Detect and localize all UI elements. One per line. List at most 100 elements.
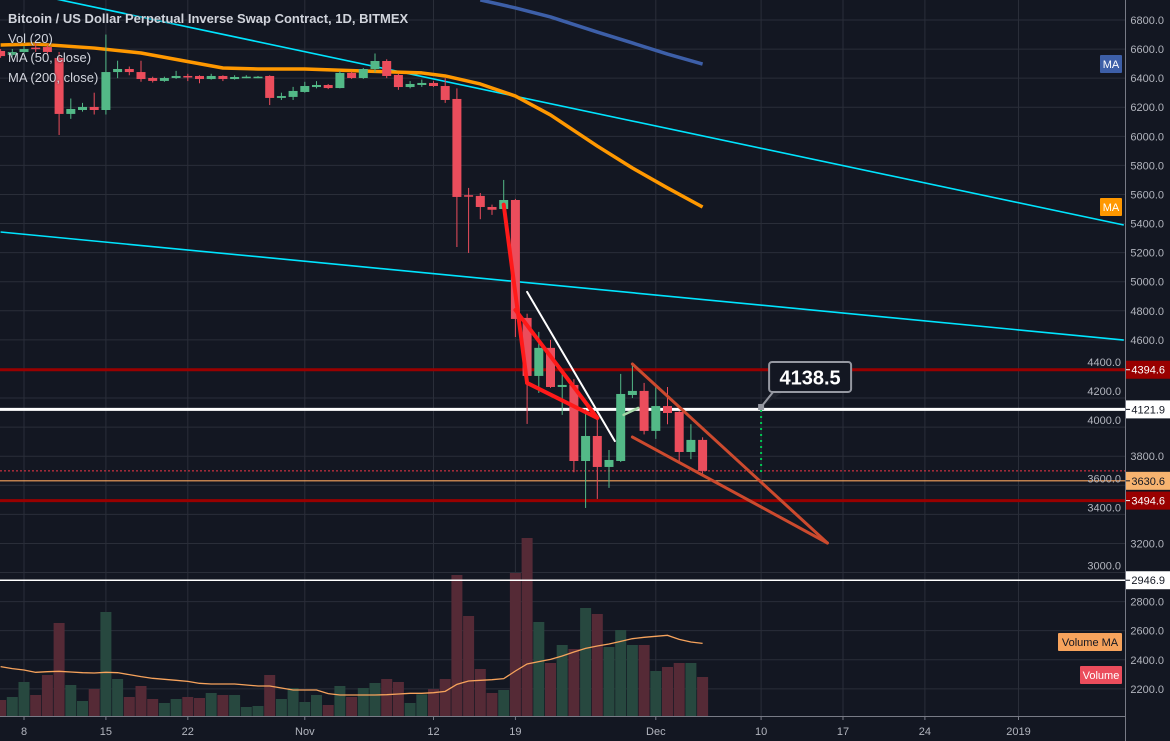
candle-body <box>7 51 17 56</box>
y-tick-label: 2400.0 <box>1130 655 1164 667</box>
price-level-label: 4394.6 <box>1131 365 1165 377</box>
volume-bar <box>194 698 205 716</box>
candle-body <box>604 459 614 467</box>
y-tick-label: 3600.0 <box>1087 473 1121 485</box>
y-tick-label: 5000.0 <box>1130 277 1164 289</box>
candle-body <box>347 72 357 79</box>
callout-anchor-handle[interactable] <box>758 403 765 410</box>
x-tick-label: 2019 <box>1006 726 1030 738</box>
candle-body <box>218 75 228 80</box>
y-tick-label: 2600.0 <box>1130 626 1164 638</box>
volume-bar <box>77 701 88 716</box>
volume-bar <box>697 677 709 716</box>
drawings[interactable] <box>501 202 829 545</box>
volume-bar <box>404 703 416 716</box>
volume-bar <box>392 682 404 716</box>
volume-bar <box>53 623 65 716</box>
volume-bar <box>123 697 135 716</box>
volume-bar <box>463 616 475 716</box>
trendline[interactable] <box>1 0 1124 226</box>
drawing-zigzag-line[interactable] <box>513 307 600 420</box>
volume-bar <box>30 695 42 716</box>
volume-bar <box>346 697 358 716</box>
x-tick-label: Dec <box>646 726 666 738</box>
candle-body <box>464 195 474 197</box>
volume-bar <box>509 573 521 716</box>
candle-body <box>581 435 591 461</box>
volume-ma-badge-label: Volume MA <box>1062 637 1119 649</box>
y-tick-label: 6800.0 <box>1130 15 1164 27</box>
ma50-badge <box>1100 197 1122 216</box>
volume-bar <box>6 697 18 716</box>
candle-body <box>148 78 158 81</box>
ma200-badge-label: MA <box>1103 59 1120 71</box>
plot-area[interactable]: 4138.5 <box>0 0 1125 716</box>
candle-body <box>616 393 626 461</box>
y-tick-label: 3200.0 <box>1130 538 1164 550</box>
moving-averages <box>0 0 704 209</box>
y-tick-label: 4000.0 <box>1087 415 1121 427</box>
price-level-badge <box>1126 400 1170 419</box>
y-tick-label: 3000.0 <box>1087 561 1121 573</box>
y-tick-label: 6400.0 <box>1130 73 1164 85</box>
drawing-wedge-line[interactable] <box>630 362 829 545</box>
volume-bar <box>521 538 533 716</box>
volume-ma-line <box>0 634 703 696</box>
x-tick-label: Nov <box>295 726 315 738</box>
x-tick-label: 22 <box>182 726 194 738</box>
volume-bar <box>287 688 299 716</box>
candle-body <box>183 75 193 78</box>
volume-bar <box>638 645 650 716</box>
candle-body <box>627 390 637 395</box>
candle-body <box>54 57 64 114</box>
candle-body <box>475 195 485 207</box>
candle-body <box>569 384 579 461</box>
volume-bar <box>486 693 498 716</box>
drawing-white-line[interactable] <box>526 290 616 443</box>
drawing-zigzag-line[interactable] <box>525 380 600 420</box>
candle-body <box>230 76 240 80</box>
y-tick-label: 4600.0 <box>1130 335 1164 347</box>
volume-badge-label: Volume <box>1083 670 1120 682</box>
candle-body <box>300 86 310 92</box>
volume-bar <box>229 695 241 716</box>
callout-box[interactable] <box>768 360 853 393</box>
y-tick-label: 4200.0 <box>1087 386 1121 398</box>
volume-bar <box>182 697 194 716</box>
volume-bar <box>568 649 580 716</box>
volume-bar <box>299 702 311 716</box>
price-level-label: 2946.9 <box>1131 575 1165 587</box>
candle-body <box>195 75 204 80</box>
drawing-green-line[interactable] <box>622 406 640 417</box>
volume-bar <box>498 690 510 716</box>
price-level-badge <box>1126 360 1170 379</box>
x-tick-label: 19 <box>509 726 521 738</box>
candle-body <box>557 384 567 387</box>
volume-bar <box>112 679 124 716</box>
volume-bar <box>474 669 486 716</box>
candle-body <box>592 435 602 467</box>
y-tick-label: 2800.0 <box>1130 597 1164 609</box>
volume-bar <box>217 695 229 716</box>
y-tick-label: 3400.0 <box>1087 502 1121 514</box>
drawing-wedge-line[interactable] <box>630 435 829 545</box>
candle-body <box>113 68 123 73</box>
candle-body <box>440 86 450 100</box>
drawing-zigzag-line[interactable] <box>501 202 530 385</box>
candle-body <box>31 47 41 50</box>
candle-body <box>487 206 497 210</box>
trendline[interactable] <box>0 231 1124 341</box>
volume-bar <box>0 700 7 716</box>
price-callout[interactable]: 4138.5 <box>758 360 853 473</box>
volume-bar <box>381 679 393 716</box>
y-tick-label: 5400.0 <box>1130 219 1164 231</box>
candle-body <box>288 90 298 97</box>
candle-body <box>417 82 427 85</box>
volume-bars <box>0 538 709 716</box>
volume-bar <box>158 703 170 716</box>
y-tick-label: 3800.0 <box>1130 451 1164 463</box>
volume-bar <box>100 612 112 716</box>
candle-body <box>253 76 263 79</box>
